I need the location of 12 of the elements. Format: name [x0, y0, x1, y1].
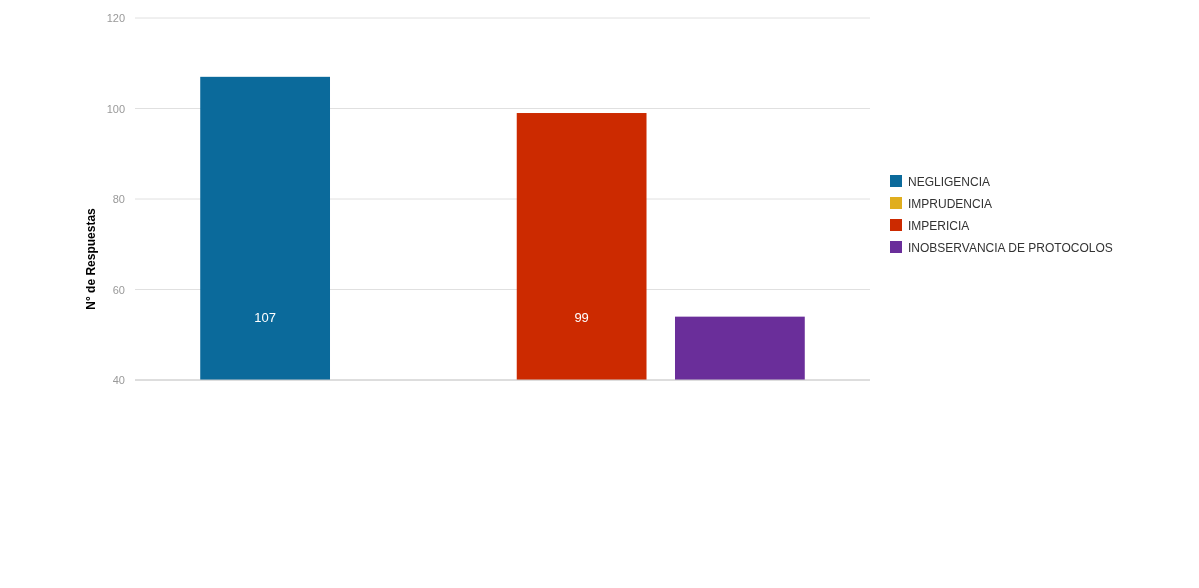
legend-label: NEGLIGENCIA: [908, 175, 991, 189]
data-label: 107: [254, 310, 276, 325]
y-tick-label: 60: [112, 283, 125, 296]
legend-label: IMPERICIA: [908, 219, 970, 233]
y-tick-label: 80: [112, 193, 125, 206]
y-tick-label: 40: [112, 374, 125, 387]
legend-label: IMPRUDENCIA: [908, 197, 993, 211]
y-tick-label: 100: [106, 102, 125, 115]
y-tick-label: 120: [106, 12, 125, 25]
data-label: 99: [574, 310, 589, 325]
y-axis-title: N° de Respuestas: [84, 207, 98, 310]
legend-label: INOBSERVANCIA DE PROTOCOLOS: [908, 241, 1113, 255]
